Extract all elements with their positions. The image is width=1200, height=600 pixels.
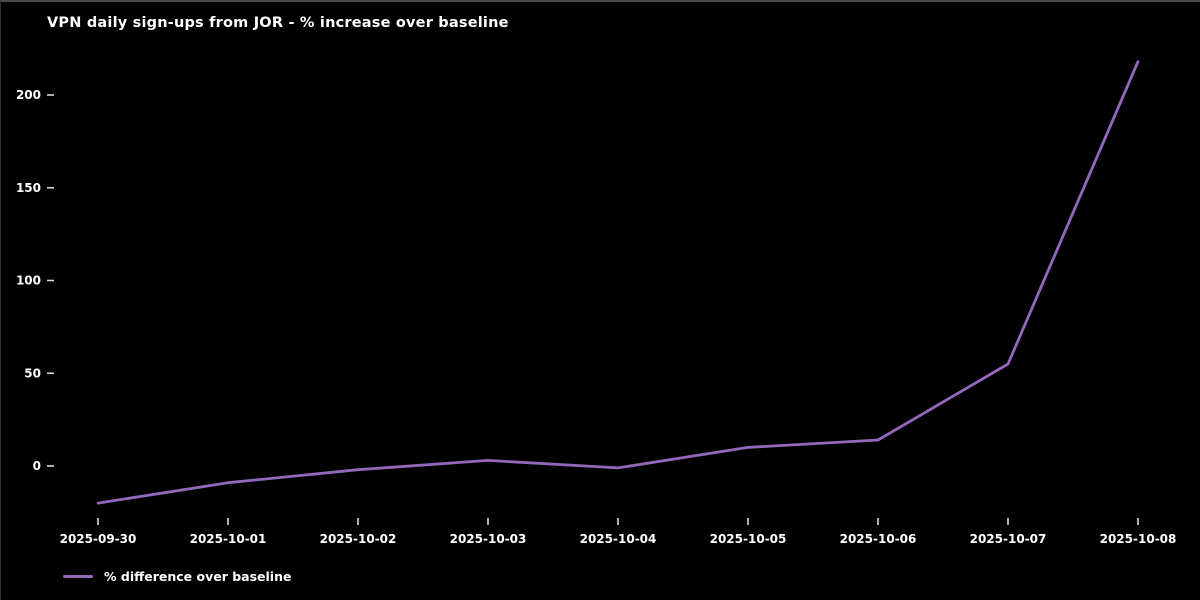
- x-tick-label: 2025-10-08: [1100, 532, 1177, 546]
- x-tick-label: 2025-10-05: [710, 532, 787, 546]
- x-tick-label: 2025-10-06: [840, 532, 917, 546]
- legend: % difference over baseline: [63, 569, 291, 584]
- legend-label: % difference over baseline: [104, 569, 292, 584]
- x-tick-label: 2025-10-07: [970, 532, 1047, 546]
- y-tick-label: 50: [24, 366, 41, 380]
- x-tick-label: 2025-10-01: [190, 532, 267, 546]
- legend-line-swatch: [63, 575, 93, 578]
- x-tick-label: 2025-10-02: [320, 532, 397, 546]
- series-line: [96, 60, 1140, 505]
- x-tick-label: 2025-10-03: [450, 532, 527, 546]
- y-tick-label: 200: [16, 88, 41, 102]
- x-tick-label: 2025-09-30: [60, 532, 137, 546]
- chart-title: VPN daily sign-ups from JOR - % increase…: [47, 15, 509, 31]
- y-tick-label: 0: [33, 459, 41, 473]
- y-tick-label: 150: [16, 181, 41, 195]
- y-tick-label: 100: [16, 274, 41, 288]
- x-tick-label: 2025-10-04: [580, 532, 657, 546]
